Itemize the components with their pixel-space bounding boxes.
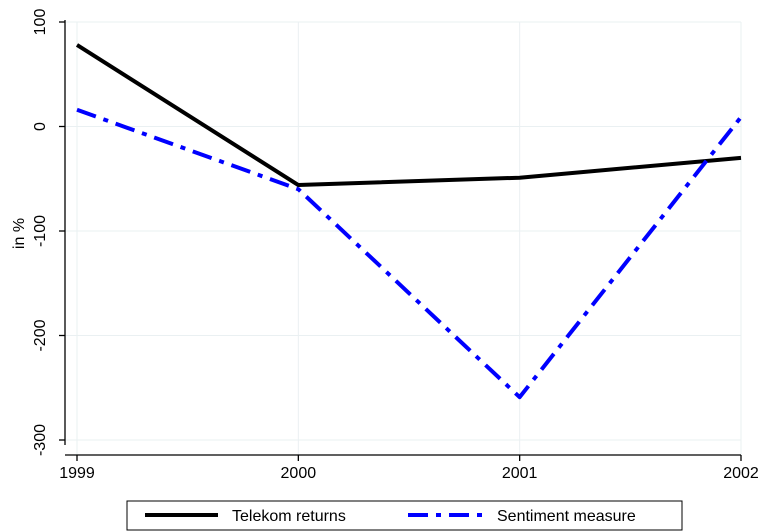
x-tick-label: 2002 (723, 465, 759, 482)
x-axis: 1999 2000 2001 2002 (59, 454, 759, 482)
series-line-sentiment-measure (76, 107, 743, 400)
legend-box (126, 500, 683, 531)
series-lines (75, 43, 743, 400)
x-tick-label: 2000 (281, 465, 317, 482)
y-tick-label: 0 (32, 122, 49, 131)
gridlines (65, 21, 742, 455)
legend-label: Sentiment measure (497, 508, 636, 525)
legend: Telekom returns Sentiment measure (126, 500, 683, 531)
x-tick-label: 1999 (59, 465, 95, 482)
y-axis-label: in % (11, 218, 28, 249)
x-tick-label: 2001 (502, 465, 538, 482)
y-tick-label: -300 (32, 424, 49, 456)
y-tick-label: -100 (32, 215, 49, 247)
series-line-telekom-returns (75, 43, 742, 188)
y-axis: 100 0 -100 -200 -300 (32, 9, 66, 456)
y-tick-label: -200 (32, 319, 49, 351)
y-tick-label: 100 (32, 9, 49, 36)
legend-label: Telekom returns (232, 508, 346, 525)
